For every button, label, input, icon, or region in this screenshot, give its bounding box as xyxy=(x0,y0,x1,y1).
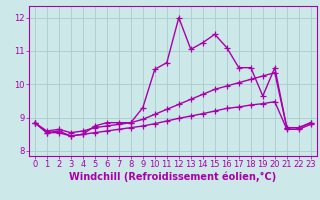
X-axis label: Windchill (Refroidissement éolien,°C): Windchill (Refroidissement éolien,°C) xyxy=(69,172,276,182)
